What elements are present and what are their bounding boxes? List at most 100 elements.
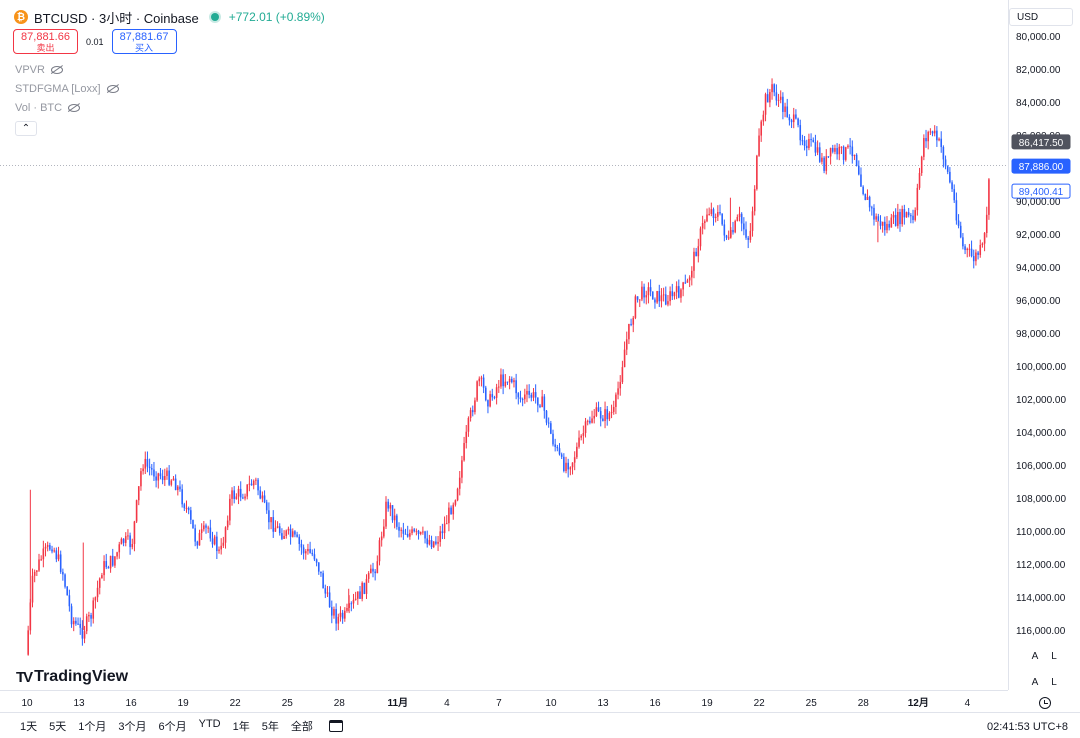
candle-body (131, 543, 134, 548)
candle-body (98, 578, 101, 588)
candle-body (784, 106, 786, 112)
candle-body (478, 378, 481, 382)
range-1y-button[interactable]: 1年 (232, 720, 250, 733)
collapse-legend-button[interactable]: ⌃ (15, 121, 37, 136)
candle-body (46, 545, 49, 547)
candle-body (693, 251, 695, 271)
candle-body (983, 233, 986, 244)
range-3m-button[interactable]: 3个月 (118, 720, 147, 733)
candle-body (972, 256, 975, 262)
candle-body (81, 627, 84, 639)
candle-body (161, 476, 164, 481)
eye-hidden-icon[interactable] (50, 65, 63, 74)
sell-price: 87,881.66 (21, 30, 70, 43)
indicator-volume[interactable]: Vol · BTC (15, 98, 119, 117)
candle-body (940, 138, 943, 148)
candle-body (36, 570, 38, 572)
candle-body (966, 248, 969, 251)
candle-body (415, 530, 418, 532)
range-1d-button[interactable]: 1天 (20, 720, 38, 733)
candle-body (400, 529, 402, 531)
candle-body (981, 243, 984, 245)
auto-scale-button-2[interactable]: A (1031, 676, 1039, 688)
range-all-button[interactable]: 全部 (290, 720, 313, 733)
candle-body (521, 399, 524, 401)
candle-body (209, 527, 212, 539)
candle-body (682, 282, 684, 290)
candle-body (897, 212, 899, 226)
candle-body (500, 374, 502, 387)
candle-body (170, 480, 173, 485)
tradingview-logo[interactable]: TV TradingView (16, 668, 128, 686)
candle-body (771, 84, 773, 93)
buy-button[interactable]: 87,881.67 买入 (111, 29, 177, 54)
candle-body (877, 216, 880, 222)
candle-body (788, 117, 791, 121)
candle-body (656, 291, 658, 303)
candle-body (281, 533, 283, 539)
candle-body (766, 94, 769, 103)
candle-body (847, 145, 849, 148)
candle-body (573, 457, 576, 463)
candle-body (539, 405, 541, 408)
price-change: +772.01 (+0.89%) (228, 10, 325, 24)
symbol-title[interactable]: BTCUSD · 3小时 · Coinbase (34, 10, 199, 26)
candle-body (85, 616, 88, 632)
candle-body (148, 466, 151, 469)
price-label: 89,400.41 (1019, 187, 1064, 198)
candle-body (157, 473, 160, 481)
candle-body (296, 534, 298, 537)
candle-body (801, 140, 804, 142)
price-tick-label: 100,000.00 (1016, 362, 1066, 373)
candle-body (931, 131, 934, 134)
candle-body (545, 410, 548, 423)
range-ytd-button[interactable]: YTD (198, 717, 221, 730)
eye-hidden-icon[interactable] (106, 84, 119, 93)
candle-body (502, 374, 504, 387)
price-chart[interactable]: 80,000.0082,000.0084,000.0086,000.0088,0… (0, 0, 1080, 712)
candle-body (517, 393, 520, 398)
candle-body (649, 287, 652, 292)
candle-body (471, 410, 474, 413)
range-5d-button[interactable]: 5天 (49, 720, 67, 733)
candle-body (283, 535, 285, 539)
price-tick-label: 80,000.00 (1016, 32, 1061, 43)
currency-select[interactable]: USD (1009, 8, 1073, 26)
candle-body (59, 554, 62, 572)
price-axis[interactable]: 80,000.0082,000.0084,000.0086,000.0088,0… (1016, 32, 1066, 637)
candle-body (805, 145, 808, 149)
auto-scale-button[interactable]: A (1031, 650, 1039, 662)
sell-button[interactable]: 87,881.66 卖出 (13, 29, 78, 54)
candle-body (497, 386, 500, 388)
candle-body (53, 550, 55, 552)
candle-body (57, 554, 60, 560)
price-tick-label: 92,000.00 (1016, 230, 1061, 241)
candle-body (491, 394, 494, 398)
range-5y-button[interactable]: 5年 (261, 720, 279, 733)
candle-body (153, 469, 155, 477)
buy-price: 87,881.67 (119, 30, 169, 43)
candle-body (968, 248, 971, 250)
clock-readout[interactable]: 02:41:53 UTC+8 (986, 721, 1068, 733)
range-selector: 1天 5天 1个月 3个月 6个月 YTD 1年 5年 全部 (20, 718, 313, 734)
indicator-label: STDFGMA [Loxx] (15, 82, 101, 95)
eye-hidden-icon[interactable] (68, 103, 81, 112)
time-axis[interactable]: 10 13 16 19 22 25 28 11月 4 7 10 13 16 19 22 25 28 12月 4 (21, 697, 970, 709)
candle-body (419, 532, 422, 534)
range-1m-button[interactable]: 1个月 (78, 720, 107, 733)
candle-body (326, 592, 329, 594)
candle-body (458, 477, 461, 489)
candle-body (975, 252, 977, 262)
log-scale-button-2[interactable]: L (1051, 676, 1057, 688)
indicator-stdfgma[interactable]: STDFGMA [Loxx] (15, 79, 119, 98)
date-range-icon[interactable] (328, 719, 343, 732)
clock-icon[interactable] (1039, 697, 1051, 709)
range-6m-button[interactable]: 6个月 (158, 720, 187, 733)
indicator-vpvr[interactable]: VPVR (15, 60, 119, 79)
log-scale-button[interactable]: L (1051, 650, 1057, 662)
candle-body (155, 476, 157, 481)
candle-body (389, 505, 392, 509)
symbol-header[interactable]: ₿ BTCUSD · 3小时 · Coinbase +772.01 (+0.89… (14, 8, 325, 26)
price-tick-label: 98,000.00 (1016, 329, 1061, 340)
candle-body (949, 171, 951, 183)
